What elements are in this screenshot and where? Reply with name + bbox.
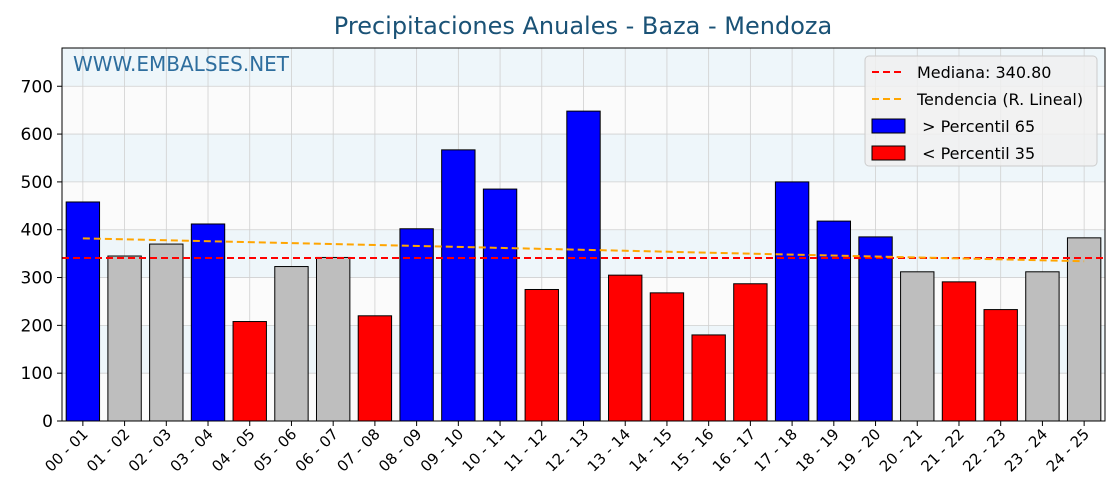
x-tick-label: 08 - 09 bbox=[375, 425, 425, 475]
bar-15-16 bbox=[691, 334, 726, 422]
y-tick-label: 0 bbox=[42, 412, 53, 432]
bar-11-12 bbox=[524, 288, 559, 422]
bar-13-14 bbox=[608, 274, 643, 422]
x-tick-label: 06 - 07 bbox=[292, 425, 342, 475]
x-tick-label: 03 - 04 bbox=[167, 425, 217, 475]
bar-07-08 bbox=[357, 315, 393, 422]
bar-17-18 bbox=[774, 181, 810, 422]
bar-22-23 bbox=[983, 309, 1018, 422]
bar-21-22 bbox=[941, 281, 977, 422]
legend-trend-label: Tendencia (R. Lineal) bbox=[916, 90, 1083, 109]
x-tick-label: 17 - 18 bbox=[751, 425, 801, 475]
legend-above-label: > Percentil 65 bbox=[917, 117, 1035, 136]
x-tick-label: 12 - 13 bbox=[542, 425, 592, 475]
bar-10-11 bbox=[482, 188, 518, 422]
bar-02-03 bbox=[149, 243, 184, 422]
bar-00-01 bbox=[65, 201, 101, 422]
x-tick-label: 04 - 05 bbox=[208, 425, 258, 475]
bar-12-13 bbox=[566, 110, 601, 422]
y-tick-label: 100 bbox=[21, 364, 53, 384]
chart-title: Precipitaciones Anuales - Baza - Mendoza bbox=[334, 12, 832, 40]
bar-06-07 bbox=[315, 256, 351, 422]
y-tick-label: 500 bbox=[21, 173, 53, 193]
x-tick-label: 22 - 23 bbox=[959, 425, 1009, 475]
x-tick-label: 23 - 24 bbox=[1001, 425, 1051, 475]
bar-05-06 bbox=[274, 266, 309, 422]
bar-04-05 bbox=[232, 321, 267, 422]
x-tick-label: 18 - 19 bbox=[792, 425, 842, 475]
bar-03-04 bbox=[190, 223, 226, 422]
y-tick-label: 600 bbox=[21, 125, 53, 145]
bar-23-24 bbox=[1025, 271, 1060, 422]
x-tick-label: 01 - 02 bbox=[83, 425, 133, 475]
bar-18-19 bbox=[816, 220, 852, 422]
trend-line bbox=[82, 237, 1085, 263]
x-tick-label: 24 - 25 bbox=[1043, 425, 1093, 475]
x-tick-label: 05 - 06 bbox=[250, 425, 300, 475]
y-tick-label: 700 bbox=[21, 77, 53, 97]
x-tick-label: 10 - 11 bbox=[459, 425, 509, 475]
bar-20-21 bbox=[900, 271, 935, 422]
x-tick-label: 09 - 10 bbox=[417, 425, 467, 475]
x-tick-label: 00 - 01 bbox=[41, 425, 91, 475]
bar-09-10 bbox=[441, 149, 476, 422]
legend-below-swatch bbox=[871, 145, 906, 161]
x-tick-label: 07 - 08 bbox=[333, 425, 383, 475]
x-tick-label: 14 - 15 bbox=[625, 425, 675, 475]
y-tick-label: 300 bbox=[21, 269, 53, 289]
legend-median-label: Mediana: 340.80 bbox=[917, 63, 1051, 82]
bar-19-20 bbox=[858, 236, 893, 422]
x-tick-label: 13 - 14 bbox=[584, 425, 634, 475]
y-tick-label: 400 bbox=[21, 221, 53, 241]
x-tick-label: 20 - 21 bbox=[876, 425, 926, 475]
watermark-text: WWW.EMBALSES.NET bbox=[73, 52, 290, 76]
x-tick-label: 15 - 16 bbox=[667, 425, 717, 475]
x-tick-label: 11 - 12 bbox=[500, 425, 550, 475]
x-tick-label: 02 - 03 bbox=[125, 425, 175, 475]
x-tick-label: 19 - 20 bbox=[834, 425, 884, 475]
bar-14-15 bbox=[649, 292, 685, 422]
bar-24-25 bbox=[1066, 237, 1102, 422]
bar-01-02 bbox=[107, 255, 142, 422]
bar-16-17 bbox=[733, 283, 768, 422]
legend-box bbox=[864, 55, 1098, 167]
x-tick-label: 16 - 17 bbox=[709, 425, 759, 475]
y-tick-label: 200 bbox=[21, 316, 53, 336]
legend: Mediana: 340.80 Tendencia (R. Lineal) > P… bbox=[864, 55, 1098, 167]
legend-below-label: < Percentil 35 bbox=[917, 144, 1035, 163]
x-tick-label: 21 - 22 bbox=[918, 425, 968, 475]
legend-above-swatch bbox=[871, 118, 906, 134]
